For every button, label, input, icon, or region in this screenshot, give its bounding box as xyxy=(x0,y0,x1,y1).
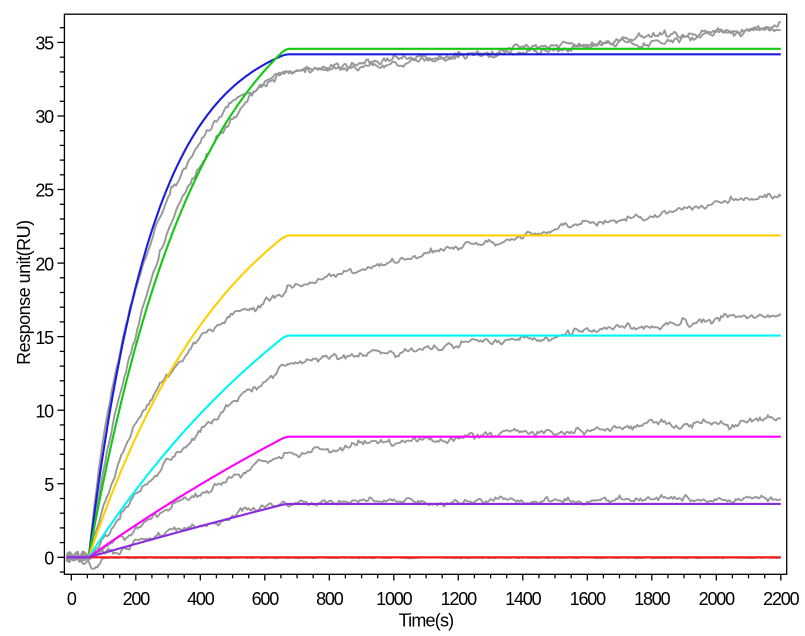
svg-text:15: 15 xyxy=(35,328,54,348)
svg-text:400: 400 xyxy=(187,589,215,609)
svg-text:Time(s): Time(s) xyxy=(399,611,454,631)
svg-text:25: 25 xyxy=(35,181,54,201)
svg-text:2200: 2200 xyxy=(763,589,799,609)
svg-text:Response unit(RU): Response unit(RU) xyxy=(14,220,34,365)
svg-text:600: 600 xyxy=(252,589,280,609)
svg-text:35: 35 xyxy=(35,34,54,54)
svg-text:20: 20 xyxy=(35,254,54,274)
svg-text:30: 30 xyxy=(35,107,54,127)
svg-text:2000: 2000 xyxy=(699,589,735,609)
svg-text:5: 5 xyxy=(44,475,54,495)
svg-text:1800: 1800 xyxy=(634,589,670,609)
svg-text:800: 800 xyxy=(316,589,344,609)
svg-text:0: 0 xyxy=(44,549,54,569)
svg-text:1400: 1400 xyxy=(505,589,541,609)
svg-text:10: 10 xyxy=(35,401,54,421)
svg-text:200: 200 xyxy=(123,589,151,609)
svg-text:1600: 1600 xyxy=(570,589,606,609)
svg-text:0: 0 xyxy=(67,589,77,609)
svg-text:1000: 1000 xyxy=(376,589,412,609)
svg-text:1200: 1200 xyxy=(441,589,477,609)
